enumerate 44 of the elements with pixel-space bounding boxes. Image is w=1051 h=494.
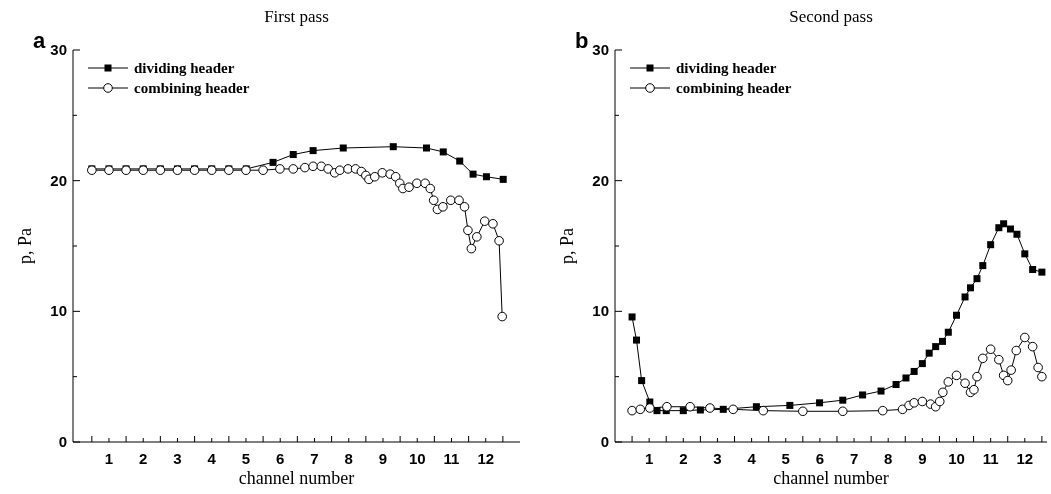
x-tick-label: 7 — [310, 450, 319, 467]
text: b — [575, 28, 589, 53]
x-tick-label: 1 — [644, 450, 654, 467]
x-tick-label: 12 — [1016, 450, 1034, 467]
x-tick-label: 8 — [344, 450, 353, 467]
x-tick-label: 1 — [104, 450, 114, 467]
x-axis-title: channel number — [238, 468, 355, 488]
x-tick-label: 2 — [679, 450, 688, 467]
x-tick-label: 12 — [477, 450, 495, 467]
x-tick-label: 3 — [713, 450, 722, 467]
x-tick-label: 10 — [408, 450, 426, 467]
y-axis-title: p, Pa — [557, 227, 577, 264]
x-tick-label: 10 — [948, 450, 965, 467]
x-tick-label: 6 — [815, 450, 825, 467]
text: a — [33, 28, 46, 53]
legend-label: combining header — [676, 80, 792, 96]
legend-label: combining header — [134, 80, 250, 96]
x-tick-label: 11 — [443, 450, 460, 467]
y-tick-label: 30 — [50, 41, 67, 58]
y-tick-label: 10 — [592, 302, 609, 320]
y-axis-title: p, Pa — [15, 227, 35, 264]
x-tick-label: 5 — [241, 450, 251, 467]
x-tick-label: 4 — [747, 450, 757, 467]
legend-label: dividing header — [676, 60, 777, 76]
chart-title: Second pass — [789, 7, 873, 26]
x-tick-label: 3 — [173, 450, 182, 467]
y-tick-label: 20 — [50, 171, 67, 189]
x-tick-label: 9 — [918, 450, 927, 467]
x-tick-label: 9 — [378, 450, 388, 467]
y-tick-label: 0 — [58, 433, 67, 450]
y-tick-label: 20 — [592, 171, 609, 189]
x-tick-label: 11 — [982, 450, 999, 467]
x-tick-label: 8 — [884, 450, 893, 467]
legend-label: dividing header — [134, 60, 235, 76]
chart-title: First pass — [264, 7, 329, 26]
y-tick-label: 0 — [600, 433, 609, 450]
x-axis-title: channel number — [773, 468, 889, 488]
x-tick-label: 6 — [276, 450, 285, 467]
y-tick-label: 10 — [50, 302, 67, 320]
x-tick-label: 5 — [781, 450, 790, 467]
x-tick-label: 2 — [139, 450, 148, 467]
x-tick-label: 7 — [849, 450, 859, 467]
y-tick-label: 30 — [592, 41, 609, 58]
x-tick-label: 4 — [207, 450, 217, 467]
